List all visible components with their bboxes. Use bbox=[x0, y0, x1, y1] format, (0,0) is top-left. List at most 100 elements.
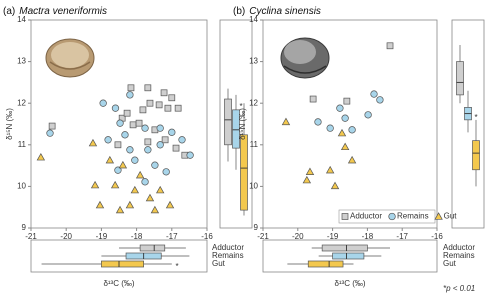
data-point bbox=[151, 161, 159, 169]
data-point bbox=[123, 109, 131, 117]
panel: (a) Mactra veneriformis 9 10 11 12 13 14 -21 -20 -… bbox=[3, 6, 253, 288]
panel-label: (a) bbox=[3, 6, 15, 17]
data-point bbox=[146, 99, 154, 107]
data-point bbox=[326, 124, 334, 132]
data-point bbox=[118, 160, 128, 169]
box-body bbox=[472, 140, 480, 171]
data-point bbox=[314, 118, 322, 126]
data-point bbox=[104, 136, 112, 144]
panel-title: (b) Cyclina sinensis bbox=[233, 6, 321, 17]
y-tick-label: 9 bbox=[254, 223, 259, 232]
x-tick-label: -17 bbox=[166, 232, 178, 241]
box-row-label: Adductor bbox=[443, 243, 475, 252]
data-point bbox=[144, 84, 152, 92]
significance-mark: * bbox=[175, 262, 178, 271]
y-tick-label: 11 bbox=[250, 140, 259, 149]
y-tick-label: 10 bbox=[249, 182, 258, 191]
x-tick-label: -19 bbox=[327, 232, 339, 241]
y-tick-label: 12 bbox=[249, 98, 258, 107]
x-tick-label: -20 bbox=[60, 232, 72, 241]
data-point bbox=[105, 155, 115, 164]
data-point bbox=[156, 141, 164, 149]
box-row-label: Gut bbox=[443, 259, 457, 268]
legend-label: Gut bbox=[444, 212, 458, 221]
x-tick-label: -17 bbox=[396, 232, 408, 241]
panel-title: (a) Mactra veneriformis bbox=[3, 6, 107, 17]
data-point bbox=[156, 124, 164, 132]
data-point bbox=[46, 129, 54, 137]
data-point bbox=[164, 104, 172, 112]
legend-label: Adductor bbox=[350, 212, 382, 221]
data-point bbox=[126, 146, 134, 154]
data-point bbox=[127, 84, 135, 92]
data-point bbox=[88, 138, 98, 147]
data-point bbox=[330, 181, 340, 190]
legend-marker bbox=[341, 213, 349, 220]
x-tick-label: -19 bbox=[96, 232, 108, 241]
box-body bbox=[240, 134, 248, 211]
data-point bbox=[165, 200, 175, 209]
data-point bbox=[160, 89, 168, 97]
data-point bbox=[155, 101, 163, 109]
y-tick-label: 12 bbox=[17, 98, 26, 107]
box-body bbox=[332, 252, 365, 260]
species-name: Cyclina sinensis bbox=[249, 6, 321, 17]
box-body bbox=[101, 260, 144, 268]
data-point bbox=[110, 180, 120, 189]
x-tick-label: -16 bbox=[201, 232, 213, 241]
significance-mark: * bbox=[474, 113, 477, 122]
legend-marker bbox=[434, 212, 443, 220]
data-point bbox=[36, 152, 46, 161]
data-point bbox=[162, 168, 170, 176]
legend-label: Remains bbox=[397, 212, 429, 221]
data-point bbox=[155, 185, 165, 194]
y-tick-label: 13 bbox=[17, 57, 26, 66]
y-tick-label: 14 bbox=[17, 15, 26, 24]
data-point bbox=[139, 106, 147, 114]
data-point bbox=[125, 200, 135, 209]
data-point bbox=[172, 144, 180, 152]
data-point bbox=[305, 167, 315, 175]
box-body bbox=[321, 244, 368, 252]
box-row-label: Remains bbox=[212, 251, 244, 260]
data-point bbox=[141, 124, 149, 132]
data-point bbox=[348, 126, 356, 134]
legend-box bbox=[338, 209, 436, 224]
y-axis-label: δ¹⁵N (‰) bbox=[5, 108, 14, 140]
x-box-frame bbox=[262, 239, 438, 273]
data-point bbox=[126, 91, 134, 99]
x-axis-label: δ¹³C (‰) bbox=[334, 279, 365, 288]
data-point bbox=[95, 200, 105, 209]
x-tick-label: -16 bbox=[431, 232, 443, 241]
y-tick-label: 11 bbox=[18, 140, 27, 149]
data-point bbox=[376, 96, 384, 104]
data-point bbox=[347, 155, 357, 164]
data-point bbox=[111, 104, 120, 112]
species-name: Mactra veneriformis bbox=[19, 6, 107, 17]
box-row-label: Remains bbox=[443, 251, 475, 260]
data-point bbox=[48, 122, 56, 130]
significance-mark: * bbox=[239, 102, 242, 111]
data-point bbox=[168, 128, 176, 136]
box-row-label: Adductor bbox=[212, 243, 244, 252]
data-point bbox=[336, 104, 344, 112]
y-tick-label: 10 bbox=[17, 182, 26, 191]
data-point bbox=[144, 146, 152, 154]
panel: (b) Cyclina sinensis 9 10 11 12 13 14 -21 -20 -19 -… bbox=[233, 6, 485, 293]
y-axis-label: δ¹⁵N (‰) bbox=[238, 108, 247, 140]
data-point bbox=[135, 170, 145, 179]
data-point bbox=[341, 114, 349, 122]
data-point bbox=[386, 42, 394, 50]
y-box-frame bbox=[219, 19, 253, 229]
y-tick-label: 9 bbox=[22, 223, 27, 232]
x-tick-label: -18 bbox=[362, 232, 374, 241]
data-point bbox=[135, 119, 143, 127]
box-body bbox=[456, 61, 464, 96]
data-point bbox=[174, 104, 182, 112]
data-point bbox=[130, 185, 140, 194]
data-point bbox=[281, 117, 291, 126]
data-point bbox=[121, 131, 129, 139]
data-point bbox=[114, 166, 122, 174]
x-tick-label: -21 bbox=[257, 232, 269, 241]
box-body bbox=[307, 260, 344, 268]
